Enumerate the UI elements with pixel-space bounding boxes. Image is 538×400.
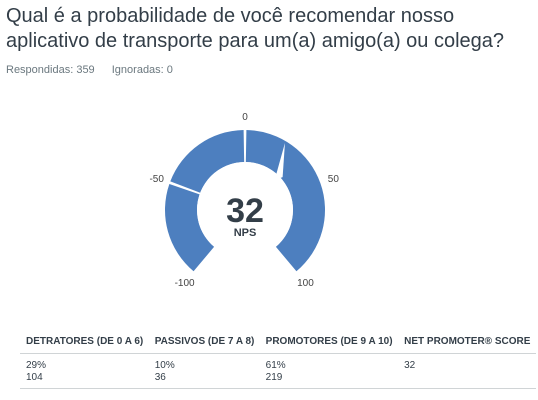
table-row: 29% 104 10% 36 61% 219 32 xyxy=(20,353,536,389)
header-promoters: PROMOTORES (DE 9 A 10) xyxy=(259,330,399,354)
gauge-arcs xyxy=(165,130,325,272)
nps-score: 32 xyxy=(404,360,416,371)
table-header-row: DETRATORES (DE 0 A 6) PASSIVOS (DE 7 A 8… xyxy=(20,330,536,354)
passives-percent: 10% xyxy=(154,360,175,371)
gauge-segment-low xyxy=(165,183,215,272)
gauge-tick-label: 50 xyxy=(328,174,340,185)
gauge-tick-label: -50 xyxy=(149,174,164,185)
nps-unit-label: NPS xyxy=(234,227,257,239)
gauge-ticks: -100 -50 0 50 100 xyxy=(149,112,339,289)
gauge-segment-mid xyxy=(170,130,245,193)
nps-summary-table: DETRATORES (DE 0 A 6) PASSIVOS (DE 7 A 8… xyxy=(20,330,536,389)
passives-count: 36 xyxy=(154,372,166,383)
gauge-value-pointer xyxy=(274,143,285,181)
nps-cell: 32 xyxy=(398,353,536,389)
passives-cell: 10% 36 xyxy=(148,353,260,389)
gauge-segment-high xyxy=(245,130,325,272)
promoters-count: 219 xyxy=(265,372,283,383)
gauge-tick-label: -100 xyxy=(175,278,195,289)
gauge-tick-label: 100 xyxy=(297,278,314,289)
detractors-percent: 29% xyxy=(26,360,47,371)
skipped-count: Ignoradas: 0 xyxy=(111,64,173,76)
nps-value: 32 xyxy=(226,192,264,230)
gauge-center-disc xyxy=(197,162,293,258)
detractors-cell: 29% 104 xyxy=(20,353,149,389)
respondent-stats: Respondidas: 359 Ignoradas: 0 xyxy=(6,64,187,76)
nps-gauge: -100 -50 0 50 100 32 NPS xyxy=(149,112,339,289)
header-detractors: DETRATORES (DE 0 A 6) xyxy=(20,330,149,354)
header-passives: PASSIVOS (DE 7 A 8) xyxy=(148,330,260,354)
promoters-cell: 61% 219 xyxy=(259,353,399,389)
question-title: Qual é a probabilidade de você recomenda… xyxy=(6,5,505,52)
detractors-count: 104 xyxy=(26,372,43,383)
answered-count: Respondidas: 359 xyxy=(6,64,95,76)
gauge-tick-label: 0 xyxy=(242,112,248,123)
header-nps: NET PROMOTER® SCORE xyxy=(398,330,536,354)
promoters-percent: 61% xyxy=(265,360,286,371)
